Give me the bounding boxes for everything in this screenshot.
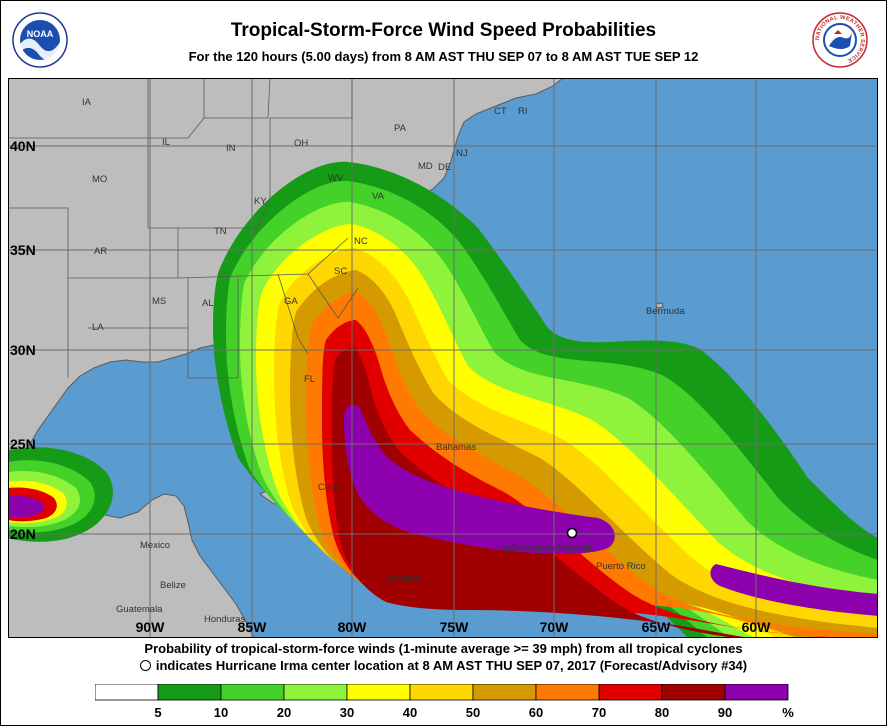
legend-tick-label: 5 — [154, 705, 161, 720]
place-label: MS — [152, 296, 166, 307]
place-label: LA — [92, 322, 104, 333]
place-label: Jamaica — [384, 573, 420, 584]
lat-label: 30N — [10, 342, 36, 358]
legend-swatch — [724, 684, 789, 701]
place-label: MO — [92, 174, 107, 185]
legend-tick-label: 50 — [466, 705, 480, 720]
place-label: Puerto Rico — [596, 561, 646, 572]
lon-labels: 90W 85W 80W 75W 70W 65W 60W — [136, 619, 772, 635]
lat-label: 35N — [10, 242, 36, 258]
place-label: OH — [294, 138, 308, 149]
legend-tick-label: 40 — [403, 705, 417, 720]
lat-label: 20N — [10, 526, 36, 542]
legend-swatch — [472, 684, 537, 701]
lon-label: 90W — [136, 619, 166, 635]
legend-tick-label: 70 — [592, 705, 606, 720]
band-90-plus-atlantic — [710, 564, 878, 616]
place-label: SC — [334, 266, 347, 277]
legend-swatch — [598, 684, 663, 701]
band-80-90 — [332, 347, 750, 638]
caption-line-2: indicates Hurricane Irma center location… — [0, 658, 887, 673]
lat-label: 40N — [10, 138, 36, 154]
noaa-logo: NOAA — [12, 12, 68, 68]
legend-tick-label: 30 — [340, 705, 354, 720]
page-subtitle: For the 120 hours (5.00 days) from 8 AM … — [188, 49, 699, 64]
legend-tick-label: 20 — [277, 705, 291, 720]
place-label: IN — [226, 143, 236, 154]
map-border — [8, 78, 878, 638]
lon-label: 65W — [642, 619, 672, 635]
legend-swatch — [220, 684, 285, 701]
place-label: Honduras — [204, 614, 245, 625]
legend-swatch — [346, 684, 411, 701]
lat-lon-grid — [8, 78, 878, 638]
header: NOAA Tropical-Storm-Force Wind Speed Pro… — [0, 0, 887, 78]
place-label: RI — [518, 106, 528, 117]
place-label: NJ — [456, 148, 468, 159]
place-label: MD — [418, 161, 433, 172]
legend-tick-label: 80 — [655, 705, 669, 720]
place-label: VA — [372, 191, 385, 202]
legend-swatch — [409, 684, 474, 701]
place-label: PA — [394, 123, 407, 134]
noaa-logo-text: NOAA — [27, 29, 54, 39]
lon-label: 75W — [440, 619, 470, 635]
place-label: CT — [494, 106, 507, 117]
legend-swatches — [95, 684, 789, 701]
place-label: GA — [284, 296, 298, 307]
legend-swatch — [283, 684, 348, 701]
legend-tick-label: % — [782, 705, 794, 720]
caption-line-2-text: indicates Hurricane Irma center location… — [155, 658, 748, 673]
lat-label: 25N — [10, 436, 36, 452]
place-label: IL — [162, 137, 170, 148]
place-label: Haiti — [496, 543, 515, 554]
band-90-plus — [344, 405, 615, 554]
place-label: NC — [354, 236, 368, 247]
lon-label: 85W — [238, 619, 268, 635]
place-label: WV — [328, 173, 344, 184]
legend-swatch — [157, 684, 222, 701]
hurricane-center-marker — [566, 527, 578, 539]
lon-label: 70W — [540, 619, 570, 635]
band-90-plus-west — [8, 495, 45, 518]
lon-label: 80W — [338, 619, 368, 635]
page-title: Tropical-Storm-Force Wind Speed Probabil… — [230, 20, 657, 41]
nws-logo: NATIONAL WEATHER SERVICE — [812, 12, 868, 68]
legend-swatch — [661, 684, 726, 701]
place-labels: IA IL IN OH PA CT RI NJ MD DE WV VA MO K… — [82, 97, 685, 625]
place-label: TN — [214, 226, 227, 237]
place-label: DE — [438, 162, 451, 173]
legend-tick-label: 60 — [529, 705, 543, 720]
place-label: AL — [202, 298, 214, 309]
state-borders — [8, 78, 359, 379]
legend-ticks: 5 10 20 30 40 50 60 70 80 90% — [154, 705, 794, 720]
place-label: IA — [82, 97, 92, 108]
bermuda-land — [655, 302, 664, 309]
place-label: Dominican Republic — [510, 543, 595, 554]
lon-label: 60W — [742, 619, 772, 635]
place-label: Bahamas — [436, 442, 476, 453]
place-label: Cuba — [318, 482, 341, 493]
place-label: FL — [304, 374, 315, 385]
legend-swatch — [95, 684, 159, 701]
legend-tick-label: 10 — [214, 705, 228, 720]
place-label: Belize — [160, 580, 186, 591]
legend-swatch — [535, 684, 600, 701]
caption-line-1: Probability of tropical-storm-force wind… — [144, 641, 743, 656]
probability-legend: 5 10 20 30 40 50 60 70 80 90% — [95, 684, 794, 720]
legend-tick-label: 90 — [718, 705, 732, 720]
place-label: Mexico — [140, 540, 170, 551]
hurricane-center-symbol — [139, 660, 151, 671]
lat-labels: 40N 35N 30N 25N 20N — [10, 138, 36, 542]
place-label: Guatemala — [116, 604, 163, 615]
place-label: Bermuda — [646, 306, 685, 317]
probability-map: 40N 35N 30N 25N 20N 90W 85W 80W 75W 70W … — [8, 78, 878, 638]
place-label: KY — [254, 196, 267, 207]
place-label: AR — [94, 246, 107, 257]
